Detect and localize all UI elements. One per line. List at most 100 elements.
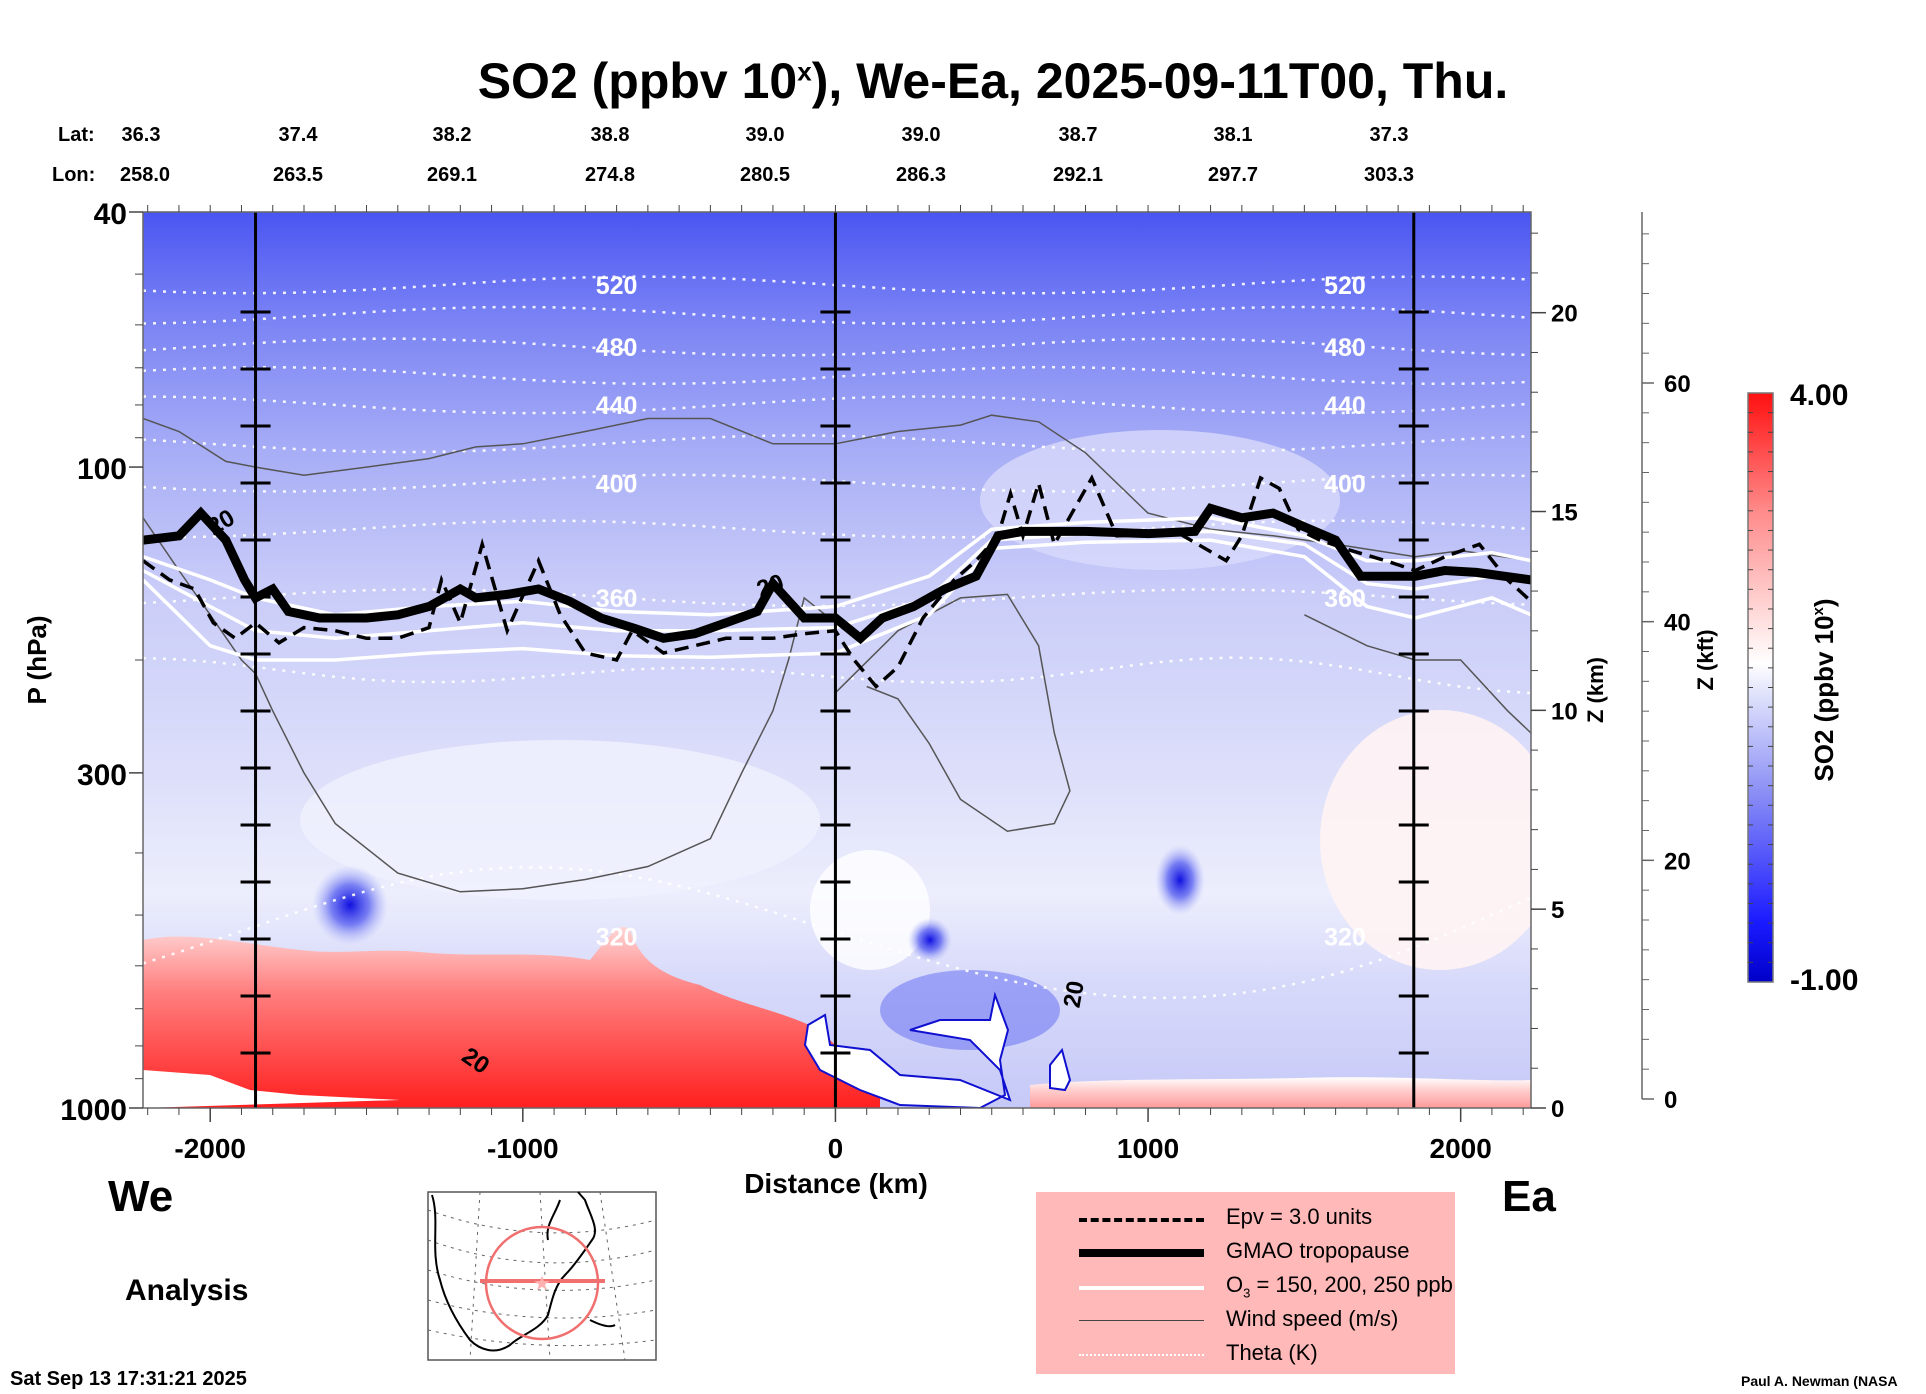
wind-line-sample: [1079, 1320, 1204, 1321]
map-center-star-icon: ★: [533, 1273, 551, 1295]
theta-contour-420: [143, 434, 1531, 454]
map-graticule: [427, 1191, 657, 1361]
kft-tick-label: 60: [1664, 371, 1691, 398]
location-map-inset: ★: [427, 1191, 657, 1361]
ozone-contour-200: [143, 529, 1531, 641]
title-text: SO2 (ppbv 10: [477, 53, 798, 109]
tropopause-line-sample: [1079, 1249, 1204, 1257]
wind-speed-contour: [143, 414, 1531, 562]
theta-label: 400: [596, 470, 638, 498]
theta-contour-460: [143, 365, 1531, 386]
theta-contour-380: [143, 519, 1531, 539]
timestamp: Sat Sep 13 17:31:21 2025: [10, 1368, 247, 1390]
wind-contour-label: 20: [1059, 979, 1090, 1010]
theta-contour-360: [143, 588, 1531, 608]
theta-contour-480: [143, 337, 1531, 357]
theta-line-sample: [1079, 1354, 1204, 1356]
title-superscript: x: [797, 56, 812, 87]
theta-label: 400: [1324, 470, 1366, 498]
theta-label: 320: [1324, 923, 1366, 951]
legend-label: Theta (K): [1226, 1340, 1318, 1365]
epv-line-sample: [1079, 1218, 1204, 1222]
legend-label: Epv = 3.0 units: [1226, 1204, 1373, 1229]
colorbar-ticks: [1748, 412, 1773, 963]
theta-contour-500: [143, 305, 1531, 325]
z-kft-axis-title: Z (kft): [1693, 629, 1718, 690]
lon-value: 286.3: [895, 164, 947, 186]
x-tick-label: 2000: [1430, 1133, 1492, 1164]
vertical-marker-lines: [240, 212, 1429, 1108]
lat-label: Lat:: [58, 124, 95, 146]
lon-value: 258.0: [119, 164, 171, 186]
lat-value: 38.1: [1213, 124, 1253, 146]
lat-value: 39.0: [745, 124, 785, 146]
so2-minimum: [312, 865, 388, 945]
theta-label: 480: [596, 334, 638, 362]
theta-label: 520: [596, 272, 638, 300]
ozone-contour-250: [143, 538, 1531, 662]
lat-value: 37.4: [278, 124, 318, 146]
east-label: Ea: [1502, 1172, 1556, 1221]
legend-label: O3 = 150, 200, 250 ppb: [1226, 1272, 1453, 1301]
so2-minimum: [1155, 845, 1205, 915]
lat-value: 39.0: [901, 124, 941, 146]
theta-label: 520: [1324, 272, 1366, 300]
legend: Epv = 3.0 units GMAO tropopause O3 = 150…: [1036, 1192, 1455, 1374]
y-axis-title: P (hPa): [22, 615, 52, 704]
ozone-contour-150: [143, 516, 1531, 617]
legend-label: GMAO tropopause: [1226, 1238, 1410, 1263]
ozone-line-sample: [1079, 1286, 1204, 1290]
lon-value: 303.3: [1363, 164, 1415, 186]
title-text-rest: ), We-Ea, 2025-09-11T00, Thu.: [811, 53, 1509, 109]
legend-label: Wind speed (m/s): [1226, 1306, 1399, 1331]
masked-region: [1049, 1047, 1072, 1092]
theta-contour-400: [143, 473, 1531, 493]
ozone-contours: [143, 516, 1531, 662]
lon-value: 297.7: [1207, 164, 1259, 186]
kft-tick-label: 20: [1664, 848, 1691, 875]
z-km-tick-label: 20: [1551, 301, 1578, 328]
map-frame: [427, 1191, 657, 1361]
wind-speed-contour: [834, 593, 1071, 832]
z-km-tick-label: 10: [1551, 698, 1578, 725]
wind-speed-contour: [1304, 614, 1531, 734]
lat-value: 38.8: [590, 124, 630, 146]
lon-value: 263.5: [272, 164, 324, 186]
theta-contour-340: [143, 656, 1531, 695]
colorbar-title: SO2 (ppbv 10x): [1809, 598, 1839, 781]
chart-title: SO2 (ppbv 10x), We-Ea, 2025-09-11T00, Th…: [0, 52, 1926, 110]
x-tick-label: -2000: [174, 1133, 246, 1164]
theta-label: 480: [1324, 334, 1366, 362]
lon-value: 269.1: [426, 164, 478, 186]
y-tick-label: 40: [94, 198, 127, 231]
legend-item-ozone: O3 = 150, 200, 250 ppb: [1036, 1270, 1496, 1304]
tropopause-path: [143, 503, 1531, 645]
so2-high-region-east: [1030, 1077, 1531, 1108]
lat-value: 38.7: [1058, 124, 1098, 146]
z-km-tick-label: 5: [1551, 897, 1564, 924]
colorbar-max-label: 4.00: [1790, 379, 1848, 412]
y-tick-label: 300: [77, 759, 127, 792]
z-km-tick-label: 0: [1551, 1096, 1564, 1123]
legend-item-epv: Epv = 3.0 units: [1036, 1202, 1496, 1236]
analysis-label: Analysis: [125, 1274, 249, 1307]
lon-value: 280.5: [739, 164, 791, 186]
colorbar-min-label: -1.00: [1790, 964, 1858, 997]
x-axis-title: Distance (km): [744, 1168, 928, 1199]
y-tick-label: 100: [77, 453, 127, 486]
kft-tick-label: 40: [1664, 610, 1691, 637]
legend-item-tropopause: GMAO tropopause: [1036, 1236, 1496, 1270]
missing-data-surface: [143, 1070, 400, 1108]
lon-value: 274.8: [584, 164, 636, 186]
lat-value: 37.3: [1369, 124, 1409, 146]
z-km-tick-label: 15: [1551, 500, 1578, 527]
west-label: We: [108, 1172, 174, 1221]
lat-value: 38.2: [432, 124, 472, 146]
masked-region: [803, 991, 1012, 1108]
lon-label: Lon:: [52, 164, 96, 186]
credit-label: Paul A. Newman (NASA: [1741, 1373, 1898, 1389]
